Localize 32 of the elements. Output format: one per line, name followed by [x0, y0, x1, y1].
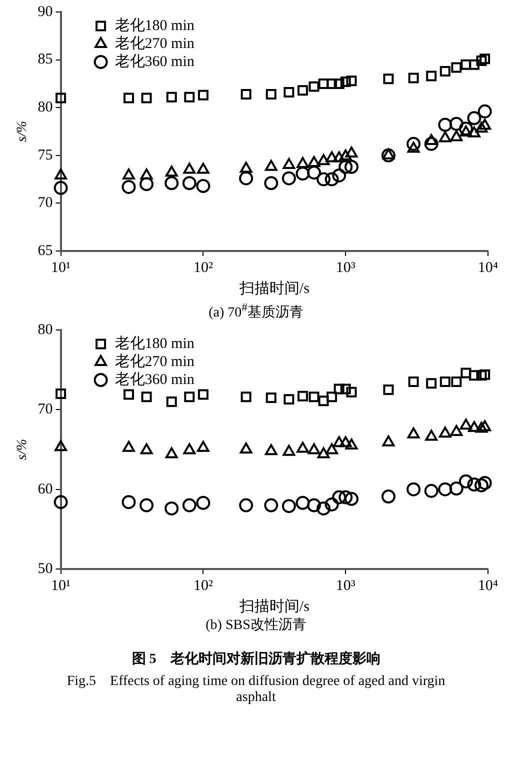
legend-label: 老化360 min: [114, 52, 195, 70]
y-tick-label: 80: [38, 322, 53, 338]
text: (a) 70$^{#}$基质沥青: [208, 300, 304, 321]
legend-label: 老化180 min: [114, 334, 195, 352]
x-tick-label: 10²: [193, 578, 214, 594]
y-tick-label: 60: [38, 481, 53, 498]
y-axis-title: s/%: [15, 121, 30, 142]
x-axis-title: 扫描时间/s: [238, 280, 310, 297]
y-tick-label: 70: [38, 195, 53, 212]
x-tick-label: 10²: [193, 260, 214, 276]
x-tick-label: 10³: [336, 260, 356, 276]
x-tick-label: 10³: [336, 578, 356, 594]
x-axis-title: 扫描时间/s: [238, 598, 310, 615]
y-tick-label: 70: [38, 402, 53, 418]
caption: Fig.5 Effects of aging time on diffusion degree of aged and virgin asphalt: [66, 673, 446, 706]
legend-label: 老化270 min: [114, 352, 195, 370]
y-axis-title: s/%: [15, 439, 30, 460]
y-tick-label: 75: [38, 147, 53, 164]
y-tick-label: 65: [38, 242, 53, 259]
y-tick-label: 85: [38, 52, 53, 68]
y-tick-label: 90: [38, 4, 53, 20]
legend-label: 老化180 min: [114, 16, 195, 34]
y-tick-label: 50: [38, 560, 53, 577]
x-tick-label: 10¹: [51, 578, 71, 594]
y-tick-label: 80: [38, 100, 53, 116]
legend-label: 老化270 min: [114, 34, 195, 52]
text: (b) SBS改性沥青: [204, 616, 308, 635]
x-tick-label: 10⁴: [478, 578, 498, 594]
x-tick-label: 10¹: [51, 260, 71, 276]
x-tick-label: 10⁴: [478, 260, 498, 276]
caption: 图 5 老化时间对新旧沥青扩散程度影响: [130, 650, 382, 668]
legend-label: 老化360 min: [114, 370, 195, 388]
